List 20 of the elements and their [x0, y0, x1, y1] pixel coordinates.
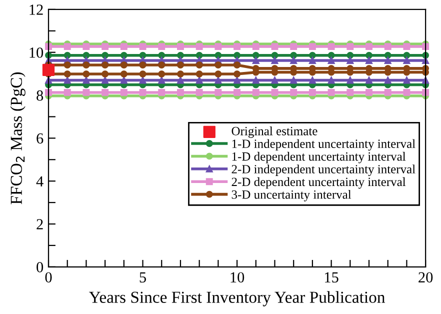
y-tick-label: 10: [30, 47, 44, 58]
y-tick-label: 12: [30, 4, 43, 15]
y-tick-label: 4: [36, 176, 44, 186]
x-axis-title: Years Since First Inventory Year Publication: [89, 291, 385, 306]
legend-label: 1-D independent uncertainty interval: [232, 139, 416, 151]
y-tick-label: 6: [36, 133, 44, 144]
legend-label: Original estimate: [232, 126, 318, 138]
x-tick-label: 0: [45, 272, 52, 283]
legend-label: 2-D dependent uncertainty interval: [232, 177, 406, 189]
x-tick-label: 5: [140, 272, 146, 283]
y-tick-label: 0: [36, 262, 44, 272]
x-tick-label: 20: [418, 272, 433, 283]
legend-label: 3-D uncertainty interval: [232, 190, 352, 202]
y-tick-label: 8: [36, 90, 44, 101]
x-tick-label: 10: [230, 272, 244, 283]
y-axis-title: FFCO$_{2}$ Mass (PgC): [10, 72, 26, 204]
y-tick-label: 2: [36, 219, 43, 230]
legend-label: 2-D independent uncertainty interval: [232, 164, 416, 176]
x-tick-label: 15: [325, 272, 338, 283]
legend-label: 1-D dependent uncertainty interval: [232, 152, 406, 164]
